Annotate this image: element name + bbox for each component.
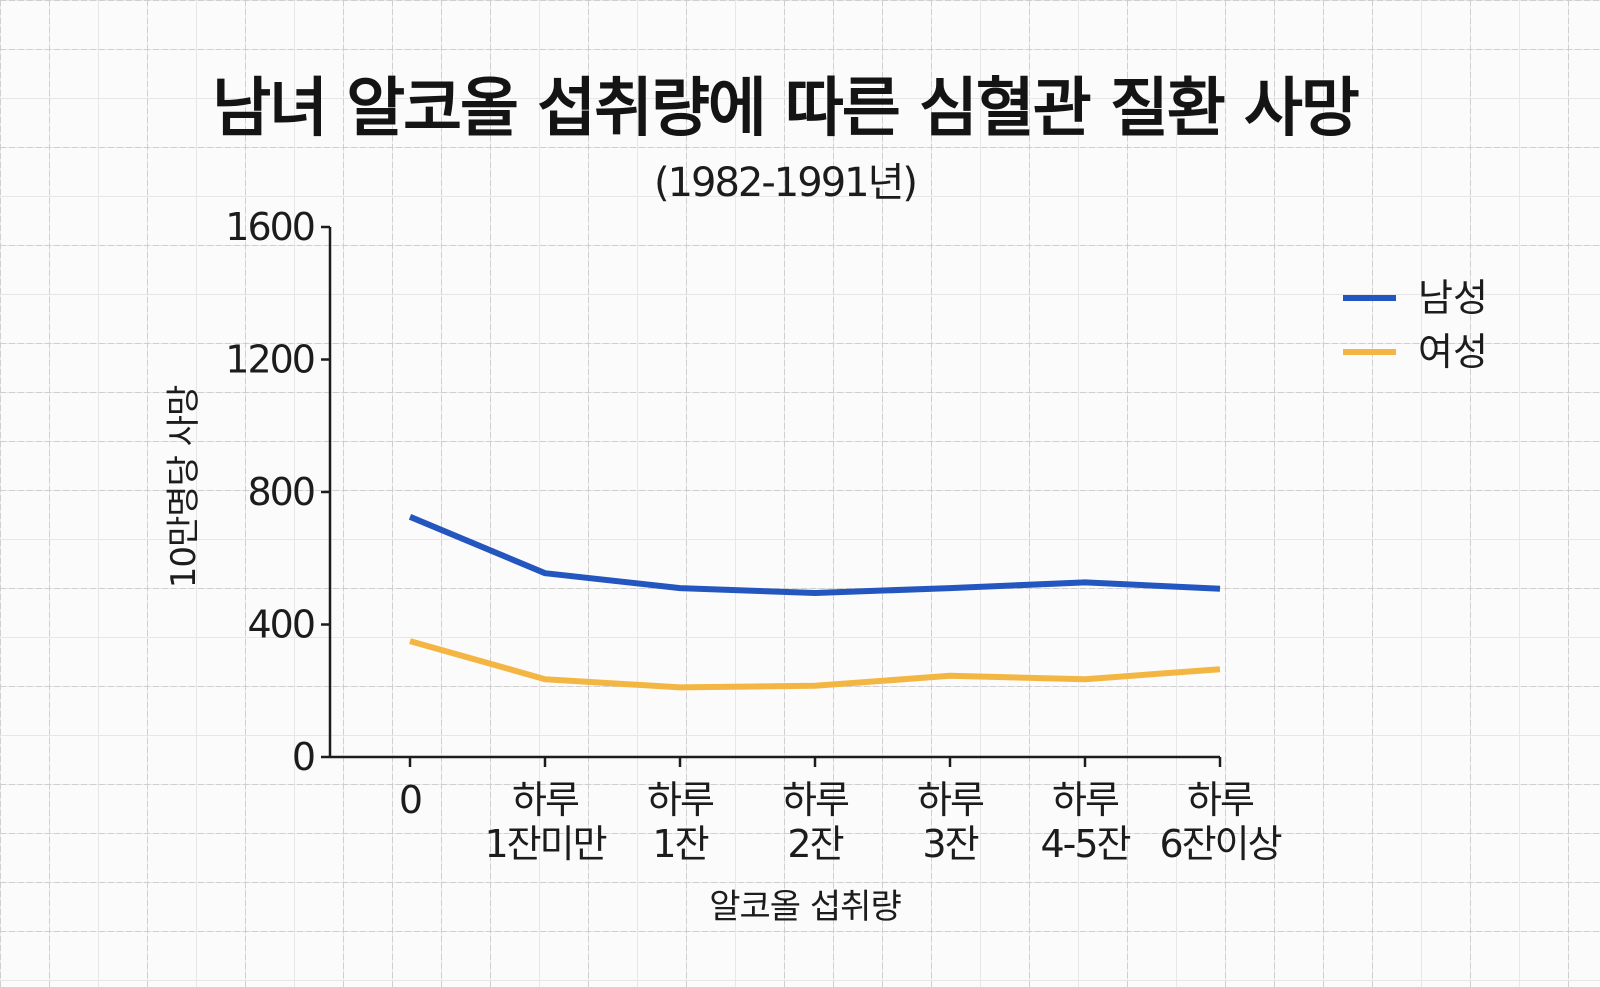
x-tick-label: 하루 3잔: [917, 778, 984, 866]
x-tick-label: 하루 1잔: [647, 778, 714, 866]
y-axis: 0 400 800 1200 1600: [225, 205, 332, 779]
y-axis-label: 10만명당 사망: [164, 385, 204, 588]
y-tick-label: 400: [247, 603, 314, 647]
x-tick-label: 0: [399, 778, 421, 822]
x-tick-label: 하루 2잔: [782, 778, 849, 866]
chart-title: 남녀 알코올 섭취량에 따른 심혈관 질환 사망: [212, 72, 1359, 146]
x-tick-label: 하루 4-5잔: [1040, 778, 1130, 866]
y-tick-label: 800: [247, 470, 314, 514]
legend-label: 여성: [1418, 330, 1488, 374]
chart-subtitle: (1982-1991년): [654, 160, 916, 206]
x-axis: 0 하루 1잔미만 하루 1잔 하루 2잔 하루 3잔 하루 4-5잔 하루 6잔이상: [330, 755, 1284, 866]
x-axis-label: 알코올 섭취량: [709, 887, 901, 927]
y-tick-label: 1600: [225, 205, 314, 249]
legend-label: 남성: [1418, 276, 1488, 320]
series-line-female: [409, 638, 1221, 691]
x-tick-label: 하루 6잔이상: [1159, 778, 1281, 866]
series-layer: [408, 514, 1221, 691]
series-line-male: [408, 514, 1221, 596]
y-tick-label: 1200: [225, 338, 314, 382]
x-tick-label: 하루 1잔미만: [484, 778, 606, 866]
y-tick-label: 0: [292, 735, 314, 779]
